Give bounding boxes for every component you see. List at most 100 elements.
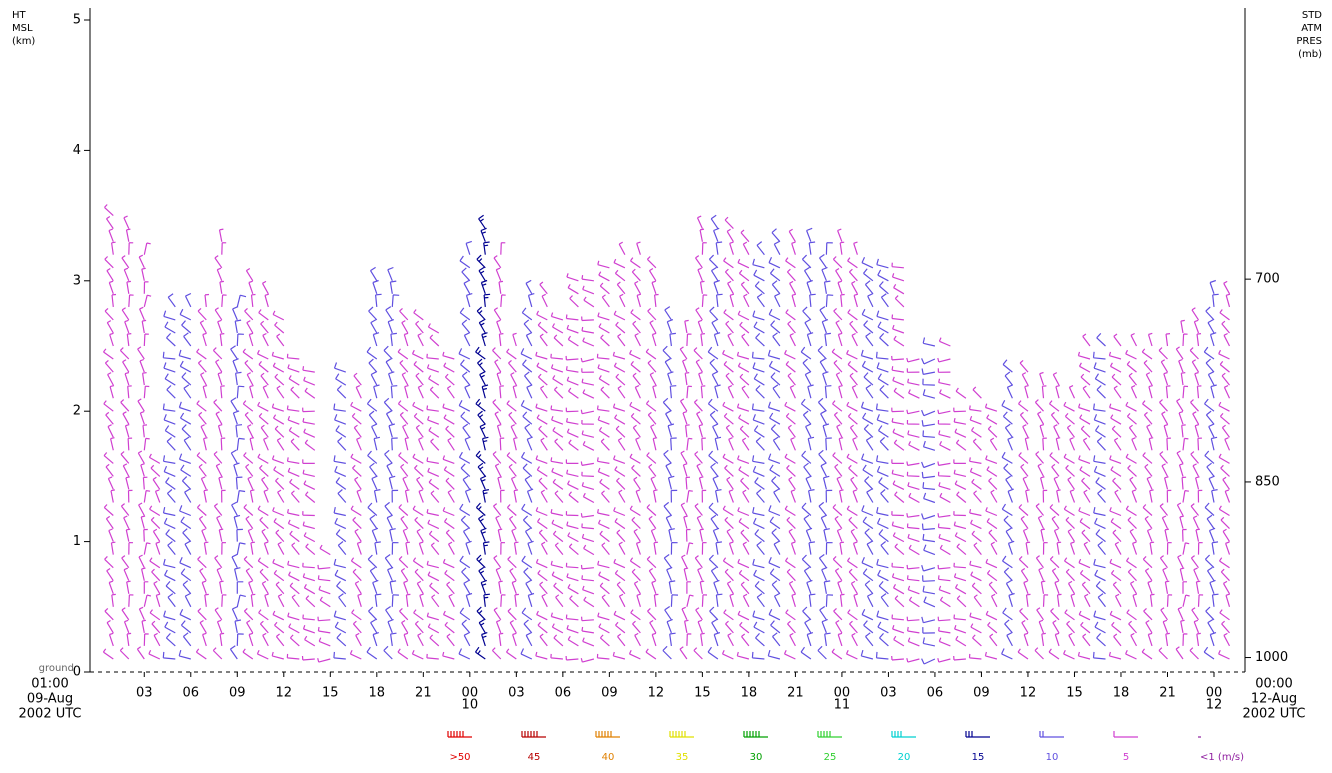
wind-barb [988, 477, 998, 490]
wind-barb [1007, 436, 1014, 451]
wind-barb [262, 632, 269, 647]
wind-barb [1146, 476, 1153, 490]
wind-barb [803, 566, 812, 582]
wind-barb [771, 580, 781, 595]
wind-barb [1191, 359, 1200, 373]
wind-barb [404, 437, 410, 451]
wind-barb [754, 281, 765, 295]
wind-barb [709, 606, 719, 621]
wind-barb [636, 241, 641, 255]
wind-barb [236, 385, 245, 399]
legend-label: 10 [1046, 752, 1059, 763]
wind-barb [1037, 463, 1045, 477]
wind-barb [1207, 371, 1215, 386]
wind-barb [567, 335, 579, 347]
wind-barb [426, 612, 439, 621]
wind-barb [384, 449, 393, 464]
wind-barb [819, 358, 827, 373]
wind-barb [790, 437, 796, 451]
wind-barb [710, 566, 719, 582]
wind-barb [1114, 541, 1122, 555]
wind-barb [877, 569, 889, 582]
legend-icon [891, 731, 916, 738]
wind-barb [402, 476, 409, 490]
wind-barb [876, 558, 889, 569]
wind-barb [754, 477, 765, 490]
wind-barb [217, 371, 223, 386]
wind-barb [232, 306, 239, 321]
wind-barb [601, 490, 610, 503]
wind-barb [597, 467, 610, 477]
wind-barb [1069, 437, 1076, 451]
wind-barb [891, 562, 904, 569]
wind-barb [400, 567, 409, 582]
wind-barb [1206, 566, 1215, 582]
wind-barb [1078, 610, 1091, 621]
wind-barb [153, 632, 161, 647]
wind-barb [1182, 528, 1187, 542]
wind-barb [582, 285, 595, 295]
wind-barb [646, 256, 657, 269]
wind-barb [618, 489, 626, 503]
wind-barb [953, 417, 967, 425]
wind-barb [922, 430, 935, 438]
wind-barb [784, 453, 796, 464]
wind-barb [1128, 620, 1137, 634]
wind-barb [614, 269, 626, 282]
wind-barb [722, 401, 734, 412]
wind-barb [601, 294, 610, 308]
wind-barb [646, 555, 657, 569]
wind-barb [105, 463, 114, 477]
wind-barb [1178, 411, 1184, 425]
wind-barb [106, 619, 114, 634]
wind-barb [1051, 567, 1060, 582]
wind-barb [181, 372, 192, 386]
wind-barb [125, 228, 131, 242]
wind-barb [124, 319, 130, 334]
wind-barb [287, 508, 300, 517]
wind-barb [1064, 557, 1075, 569]
wind-barb [1093, 414, 1106, 425]
wind-barb [852, 541, 858, 555]
wind-barb [496, 319, 502, 334]
wind-barb [1180, 372, 1186, 386]
wind-barb [1042, 489, 1048, 503]
wind-barb [523, 567, 533, 582]
wind-barb [825, 542, 833, 555]
wind-barb [817, 645, 827, 660]
wind-barb [1208, 475, 1215, 490]
wind-barb [163, 465, 176, 477]
wind-barb [849, 320, 858, 334]
wind-barb [248, 580, 254, 595]
wind-barb [184, 488, 192, 503]
wind-barb [809, 293, 816, 307]
wind-barb [937, 409, 951, 415]
wind-barb [1109, 558, 1122, 569]
wind-barb [333, 651, 346, 660]
wind-barb [288, 571, 300, 582]
wind-barb [460, 463, 471, 477]
wind-barb [820, 514, 827, 529]
wind-barb [458, 400, 471, 412]
wind-barb [301, 655, 315, 661]
wind-barb [565, 511, 579, 517]
wind-barb [908, 596, 920, 608]
wind-barb [258, 413, 269, 425]
wind-barb [861, 505, 874, 517]
wind-barb [444, 569, 455, 582]
wind-barb [664, 358, 672, 373]
wind-barb [459, 503, 471, 517]
wind-barb [1129, 580, 1138, 595]
wind-barb [475, 646, 486, 660]
wind-barb [1223, 632, 1231, 647]
wind-barb [478, 566, 486, 582]
wind-barb [216, 267, 223, 282]
wind-barb [550, 457, 564, 464]
wind-barb [1125, 453, 1137, 464]
wind-barb [105, 515, 114, 529]
wind-barb [136, 646, 145, 660]
wind-barb [891, 314, 904, 321]
wind-barb [790, 541, 796, 555]
wind-barb [1219, 309, 1230, 321]
wind-barb [1212, 293, 1219, 307]
